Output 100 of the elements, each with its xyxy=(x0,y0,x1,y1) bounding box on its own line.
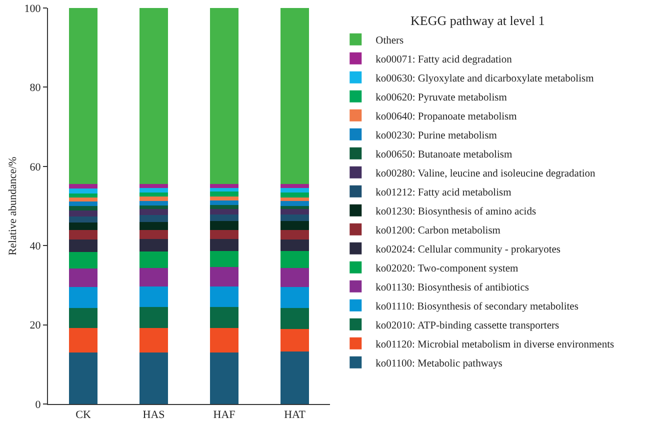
bar xyxy=(210,200,238,205)
bar xyxy=(69,328,98,353)
legend-label: ko00620: Pyruvate metabolism xyxy=(376,92,507,104)
bar xyxy=(280,250,309,268)
x-tick-label: HAS xyxy=(142,409,165,422)
y-axis-title: Relative abundance/% xyxy=(7,156,19,256)
bar xyxy=(140,252,168,268)
bar xyxy=(210,209,238,215)
legend-label: ko01130: Biosynthesis of antibiotics xyxy=(376,282,529,294)
bar xyxy=(69,210,98,217)
bar xyxy=(140,196,168,201)
bar xyxy=(280,308,309,329)
legend-label: ko01120: Microbial metabolism in diverse environments xyxy=(376,339,614,350)
bar xyxy=(69,268,98,287)
legend-label: ko00071: Fatty acid degradation xyxy=(376,54,513,66)
legend-label: ko00280: Valine, leucine and isoleucine degradation xyxy=(376,168,596,180)
bar xyxy=(210,286,238,307)
bar xyxy=(140,286,168,307)
bar xyxy=(69,202,98,206)
y-tick-label: 100 xyxy=(24,2,42,15)
bar xyxy=(280,352,309,404)
bar xyxy=(280,328,309,352)
bar xyxy=(280,184,309,188)
legend-label: ko00650: Butanoate metabolism xyxy=(376,149,512,160)
bar xyxy=(69,197,98,202)
legend-label: ko01230: Biosynthesis of amino acids xyxy=(376,206,536,218)
bar xyxy=(280,268,309,287)
legend-label: ko02024: Cellular community - prokaryotes xyxy=(376,244,561,256)
bar xyxy=(210,204,238,210)
bar xyxy=(280,239,309,251)
legend-label: ko02020: Two-component system xyxy=(376,263,518,274)
bar xyxy=(210,221,238,230)
y-tick-label: 40 xyxy=(30,240,42,252)
bar xyxy=(69,188,98,194)
bar xyxy=(140,188,168,193)
bar xyxy=(140,192,168,196)
bar xyxy=(280,209,309,215)
bar xyxy=(280,286,309,308)
bar xyxy=(280,230,309,240)
bar xyxy=(210,230,238,239)
bar xyxy=(210,184,238,188)
bar xyxy=(280,197,309,201)
bar xyxy=(280,188,309,193)
bar xyxy=(140,206,168,210)
bar xyxy=(140,209,168,216)
bar xyxy=(280,8,309,184)
bar xyxy=(69,240,98,252)
bar xyxy=(210,192,238,196)
bar xyxy=(69,184,98,189)
bar xyxy=(69,352,98,404)
bar xyxy=(210,266,238,286)
legend-label: ko00640: Propanoate metabolism xyxy=(376,111,517,122)
bar xyxy=(210,328,238,353)
legend-label: ko01110: Biosynthesis of secondary metabolites xyxy=(376,301,578,312)
bar xyxy=(69,222,98,230)
bar xyxy=(280,221,309,230)
bar xyxy=(69,286,98,308)
bar xyxy=(69,252,98,269)
bar xyxy=(210,238,238,251)
bar xyxy=(210,306,238,328)
bar xyxy=(69,230,98,240)
legend-title: KEGG pathway at level 1 xyxy=(410,12,545,28)
bar xyxy=(69,8,98,184)
legend-label: ko00230: Purine metabolism xyxy=(376,130,497,142)
bar xyxy=(69,308,98,328)
bar xyxy=(210,250,238,267)
bar xyxy=(210,352,238,404)
bar xyxy=(210,196,238,200)
bar xyxy=(69,193,98,198)
bar xyxy=(140,238,168,252)
bar xyxy=(140,8,168,184)
legend-label: ko00630: Glyoxylate and dicarboxylate metabolism xyxy=(376,73,594,84)
legend-label: ko01212: Fatty acid metabolism xyxy=(376,187,512,198)
y-tick-label: 20 xyxy=(30,320,42,332)
bar xyxy=(140,215,168,222)
legend-label: ko01100: Metabolic pathways xyxy=(376,358,502,370)
bar xyxy=(280,200,309,206)
y-tick-label: 0 xyxy=(35,398,42,411)
y-tick-label: 80 xyxy=(30,82,42,94)
bar xyxy=(140,222,168,230)
bar xyxy=(140,268,168,286)
bar xyxy=(140,306,168,328)
y-tick-label: 60 xyxy=(30,161,42,174)
x-tick-label: HAT xyxy=(284,409,306,422)
legend-label: ko01200: Carbon metabolism xyxy=(376,225,500,236)
bar xyxy=(210,214,238,222)
x-tick-label: CK xyxy=(76,409,91,422)
legend-label: Others xyxy=(376,35,404,46)
bar xyxy=(140,184,168,188)
bar xyxy=(140,200,168,206)
legend-label: ko02010: ATP-binding cassette transporters xyxy=(376,320,560,332)
bar xyxy=(140,230,168,239)
bar xyxy=(69,216,98,223)
bar xyxy=(69,206,98,210)
bar xyxy=(280,206,309,210)
bar xyxy=(280,214,309,222)
x-tick-label: HAF xyxy=(213,409,236,422)
bar xyxy=(140,328,168,353)
bar xyxy=(280,192,309,198)
bar xyxy=(210,8,238,184)
